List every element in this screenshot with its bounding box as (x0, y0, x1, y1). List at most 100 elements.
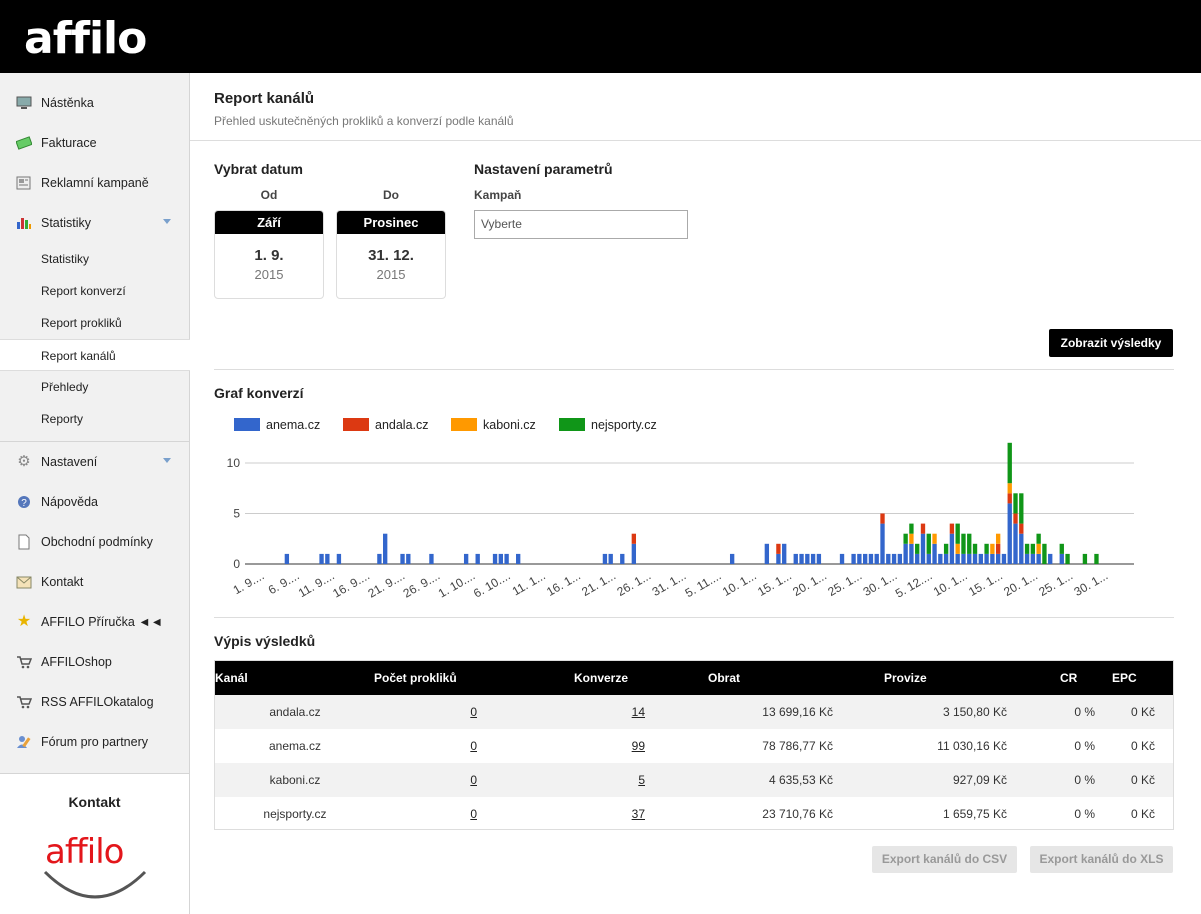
col-epc[interactable]: EPC (1112, 671, 1137, 685)
bar-segment[interactable] (1019, 493, 1024, 524)
legend-item[interactable]: nejsporty.cz (559, 418, 657, 432)
bar-segment[interactable] (1019, 533, 1024, 564)
bar-segment[interactable] (620, 553, 625, 564)
bar-segment[interactable] (475, 553, 480, 564)
bar-segment[interactable] (909, 533, 914, 544)
bar-segment[interactable] (492, 553, 498, 564)
bar-segment[interactable] (990, 543, 995, 554)
bar-segment[interactable] (915, 543, 920, 554)
conversions-link[interactable]: 99 (631, 739, 645, 753)
bar-segment[interactable] (1036, 553, 1041, 564)
bar-segment[interactable] (920, 523, 926, 534)
bar-segment[interactable] (1019, 523, 1024, 534)
bar-segment[interactable] (932, 543, 937, 564)
bar-segment[interactable] (972, 543, 978, 554)
bar-segment[interactable] (1036, 533, 1041, 544)
clicks-link[interactable]: 0 (470, 705, 477, 719)
bar-segment[interactable] (880, 523, 885, 564)
bar-segment[interactable] (776, 553, 781, 564)
sidebar-item-forum[interactable]: Fórum pro partnery (0, 722, 189, 762)
bar-segment[interactable] (955, 553, 960, 564)
sidebar-item-obchodni-podminky[interactable]: Obchodní podmínky (0, 522, 189, 562)
bar-segment[interactable] (995, 553, 1001, 564)
bar-segment[interactable] (851, 553, 856, 564)
bar-segment[interactable] (880, 513, 885, 524)
bar-segment[interactable] (915, 553, 920, 564)
bar-segment[interactable] (949, 533, 955, 564)
sidebar-item-nastaveni[interactable]: ⚙ Nastavení (0, 442, 189, 482)
bar-segment[interactable] (1024, 543, 1030, 554)
bar-segment[interactable] (961, 533, 966, 554)
sidebar-subitem-report-kanalu[interactable]: Report kanálů (0, 339, 190, 371)
bar-segment[interactable] (463, 553, 469, 564)
legend-item[interactable]: kaboni.cz (451, 418, 536, 432)
bar-segment[interactable] (955, 523, 960, 544)
bar-segment[interactable] (429, 553, 434, 564)
legend-item[interactable]: anema.cz (234, 418, 320, 432)
col-clicks[interactable]: Počet prokliků (374, 671, 457, 685)
campaign-select[interactable]: Vyberte (474, 210, 688, 239)
sidebar-subitem-statistiky[interactable]: Statistiky (41, 252, 90, 266)
bar-segment[interactable] (1013, 523, 1018, 564)
sidebar-item-affiloshop[interactable]: AFFILOshop (0, 642, 189, 682)
bar-segment[interactable] (782, 543, 787, 564)
bar-segment[interactable] (1007, 483, 1012, 494)
bar-segment[interactable] (955, 543, 960, 554)
bar-segment[interactable] (1007, 493, 1012, 504)
sidebar-subitem-report-prokliku[interactable]: Report prokliků (41, 316, 122, 330)
bar-segment[interactable] (990, 553, 995, 564)
from-date-picker[interactable]: Září 1. 9. 2015 (214, 210, 324, 299)
bar-segment[interactable] (1007, 503, 1012, 564)
bar-segment[interactable] (602, 553, 608, 564)
bar-segment[interactable] (406, 553, 411, 564)
sidebar-item-statistiky[interactable]: Statistiky (0, 203, 189, 243)
chevron-down-icon[interactable] (163, 219, 171, 224)
bar-segment[interactable] (1030, 543, 1036, 554)
col-turnover[interactable]: Obrat (708, 671, 741, 685)
sidebar-item-nastenka[interactable]: Nástěnka (0, 83, 189, 123)
bar-segment[interactable] (926, 553, 931, 564)
bar-segment[interactable] (1007, 442, 1012, 484)
bar-segment[interactable] (903, 533, 908, 544)
bar-segment[interactable] (1030, 553, 1036, 564)
sidebar-subitem-report-konverzi[interactable]: Report konverzí (41, 284, 126, 298)
bar-segment[interactable] (336, 553, 342, 564)
conversions-link[interactable]: 37 (631, 807, 645, 821)
clicks-link[interactable]: 0 (470, 807, 477, 821)
bar-segment[interactable] (938, 553, 943, 564)
sidebar-item-fakturace[interactable]: Fakturace (0, 123, 189, 163)
bar-segment[interactable] (995, 543, 1001, 554)
bar-segment[interactable] (377, 553, 382, 564)
bar-segment[interactable] (608, 553, 613, 564)
bar-segment[interactable] (949, 523, 955, 534)
bar-segment[interactable] (1024, 553, 1030, 564)
bar-segment[interactable] (909, 543, 914, 564)
bar-segment[interactable] (984, 543, 989, 554)
bar-segment[interactable] (1082, 553, 1088, 564)
col-conversions[interactable]: Konverze (574, 671, 629, 685)
sidebar-item-kontakt[interactable]: Kontakt (0, 562, 189, 602)
legend-item[interactable]: andala.cz (343, 418, 429, 432)
bar-segment[interactable] (868, 553, 874, 564)
bar-segment[interactable] (764, 543, 770, 564)
bar-segment[interactable] (498, 553, 503, 564)
bar-segment[interactable] (857, 553, 862, 564)
bar-segment[interactable] (932, 533, 937, 544)
col-commission[interactable]: Provize (884, 671, 927, 685)
bar-segment[interactable] (967, 553, 972, 564)
bar-segment[interactable] (504, 553, 509, 564)
bar-segment[interactable] (1059, 543, 1064, 554)
bar-segment[interactable] (319, 553, 324, 564)
conversions-link[interactable]: 5 (638, 773, 645, 787)
sidebar-item-reklamni-kampane[interactable]: Reklamní kampaně (0, 163, 189, 203)
bar-segment[interactable] (383, 533, 388, 564)
bar-segment[interactable] (805, 553, 810, 564)
bar-segment[interactable] (984, 553, 989, 564)
bar-segment[interactable] (926, 533, 931, 554)
bar-segment[interactable] (1094, 553, 1099, 564)
bar-segment[interactable] (799, 553, 804, 564)
bar-segment[interactable] (891, 553, 897, 564)
bar-segment[interactable] (1001, 553, 1007, 564)
bar-segment[interactable] (897, 553, 903, 564)
bar-segment[interactable] (1065, 553, 1070, 564)
